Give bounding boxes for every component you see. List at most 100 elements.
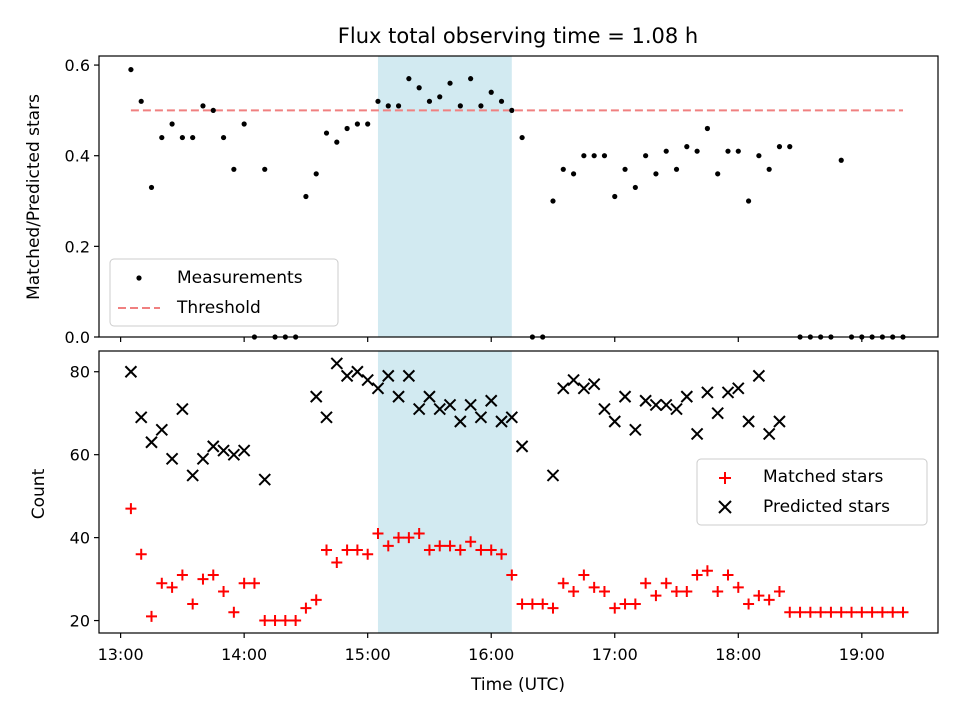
top-series-0-point	[776, 144, 783, 150]
top-series-0-point	[457, 103, 463, 109]
x-axis-label: Time (UTC)	[470, 675, 565, 695]
bottom-series-0-point	[187, 598, 199, 610]
bottom-series-0-point	[846, 606, 858, 618]
bottom-series-0-point	[372, 527, 384, 539]
bottom-series-1-point	[340, 369, 354, 383]
bottom-series-0-point	[629, 598, 641, 610]
bottom-series-0-point	[516, 598, 528, 610]
top-series-0-point	[591, 153, 597, 159]
top-series-0-point	[704, 125, 711, 132]
bottom-series-0-point	[537, 598, 549, 610]
top-series-0-point	[437, 94, 443, 100]
bottom-series-1-point	[639, 394, 652, 407]
top-series-0-point	[169, 121, 175, 127]
bottom-series-1-point	[721, 386, 735, 399]
top-series-0-point	[653, 171, 659, 177]
top-series-0-point	[632, 184, 638, 191]
top-y-tick-label: 0.2	[65, 237, 90, 256]
bottom-series-1-point	[320, 411, 333, 424]
bottom-series-0-point	[403, 532, 415, 544]
bottom-y-tick-label: 60	[70, 446, 90, 465]
x-tick-label: 17:00	[592, 645, 638, 664]
top-series-0-point	[468, 76, 474, 82]
bottom-series-1-point	[598, 402, 611, 416]
bottom-axes-frame	[98, 350, 939, 634]
x-tick-label: 18:00	[715, 645, 761, 664]
bottom-series-0-point	[146, 610, 158, 622]
bottom-series-1-point	[433, 402, 446, 416]
top-y-tick-label: 0.6	[65, 56, 90, 75]
legend-matched-label: Matched stars	[763, 467, 883, 487]
top-series-0-point	[478, 103, 484, 109]
top-series-0-point	[334, 139, 340, 145]
bottom-series-0-point	[660, 577, 672, 589]
bottom-series-1-point	[762, 427, 776, 441]
bottom-series-0-point	[701, 565, 713, 577]
top-series-0-point	[385, 103, 391, 109]
bottom-series-0-point	[382, 540, 394, 552]
top-series-0-point	[756, 153, 762, 159]
bottom-series-1-point	[608, 415, 621, 428]
bottom-series-0-point	[835, 606, 847, 618]
bottom-series-1-point	[660, 398, 673, 412]
top-series-0-point	[612, 193, 618, 200]
top-series-0-point	[560, 166, 566, 172]
bottom-series-0-point	[279, 615, 291, 627]
bottom-series-1-point	[258, 473, 271, 486]
top-series-0-point	[663, 148, 669, 154]
legend-predicted-marker	[718, 500, 732, 514]
top-series-0-point	[231, 166, 237, 172]
top-legend-box	[109, 258, 339, 327]
bottom-series-0-point	[876, 606, 888, 618]
bottom-series-0-point	[166, 581, 178, 593]
bottom-series-0-point	[804, 606, 816, 618]
top-series-0-point	[313, 171, 319, 177]
top-series-0-point	[519, 134, 525, 141]
bottom-series-0-point	[444, 540, 456, 552]
top-series-0-point	[622, 166, 628, 172]
bottom-series-0-point	[866, 606, 878, 618]
bottom-series-0-point	[228, 606, 240, 618]
bottom-series-1-point	[310, 390, 323, 403]
bottom-series-0-point	[321, 544, 333, 556]
bottom-series-1-point	[464, 398, 477, 412]
bottom-series-0-point	[218, 586, 230, 598]
top-series-0-point	[426, 98, 433, 104]
bottom-series-0-point	[887, 606, 899, 618]
bottom-series-1-point	[629, 423, 642, 437]
top-series-0-point	[745, 198, 752, 204]
bottom-series-1-point	[515, 440, 529, 453]
bottom-series-0-point	[310, 594, 322, 606]
top-y-tick-label: 0.4	[65, 147, 90, 166]
x-tick-label: 13:00	[98, 645, 144, 664]
bottom-highlight-span	[377, 351, 512, 633]
top-legend: Measurements Threshold	[109, 258, 339, 327]
x-tick-label: 19:00	[839, 645, 885, 664]
bottom-series-0-point	[393, 532, 405, 544]
bottom-series-1-point	[711, 406, 724, 420]
bottom-series-1-point	[680, 390, 694, 403]
bottom-series-1-point	[361, 373, 374, 387]
bottom-series-0-point	[434, 540, 446, 552]
bottom-series-0-point	[156, 577, 168, 589]
bottom-series-1	[124, 357, 786, 486]
bottom-series-1-point	[567, 373, 580, 387]
top-series-0-point	[190, 134, 196, 141]
bottom-series-0-point	[259, 615, 271, 627]
top-series-0-point	[220, 134, 227, 141]
top-series-0-point	[725, 148, 731, 154]
top-series-0-point	[735, 148, 741, 154]
bottom-series-0-point	[856, 606, 868, 618]
top-series-0-point	[601, 153, 608, 159]
bottom-series-0-point	[588, 581, 600, 593]
top-series-0-point	[365, 121, 371, 127]
top-series-0-point	[416, 85, 422, 91]
bottom-series-1-point	[546, 469, 560, 482]
bottom-series-1-point	[670, 402, 683, 416]
top-series-0-point	[447, 80, 453, 86]
bottom-series-1-point	[649, 398, 663, 412]
top-highlight-span	[377, 56, 512, 337]
bottom-series-0-point	[485, 544, 497, 556]
bottom-panel: 20 40 60 80 13:00 14:00 15:00 16:00 17:00 18:00 19…	[29, 350, 939, 695]
